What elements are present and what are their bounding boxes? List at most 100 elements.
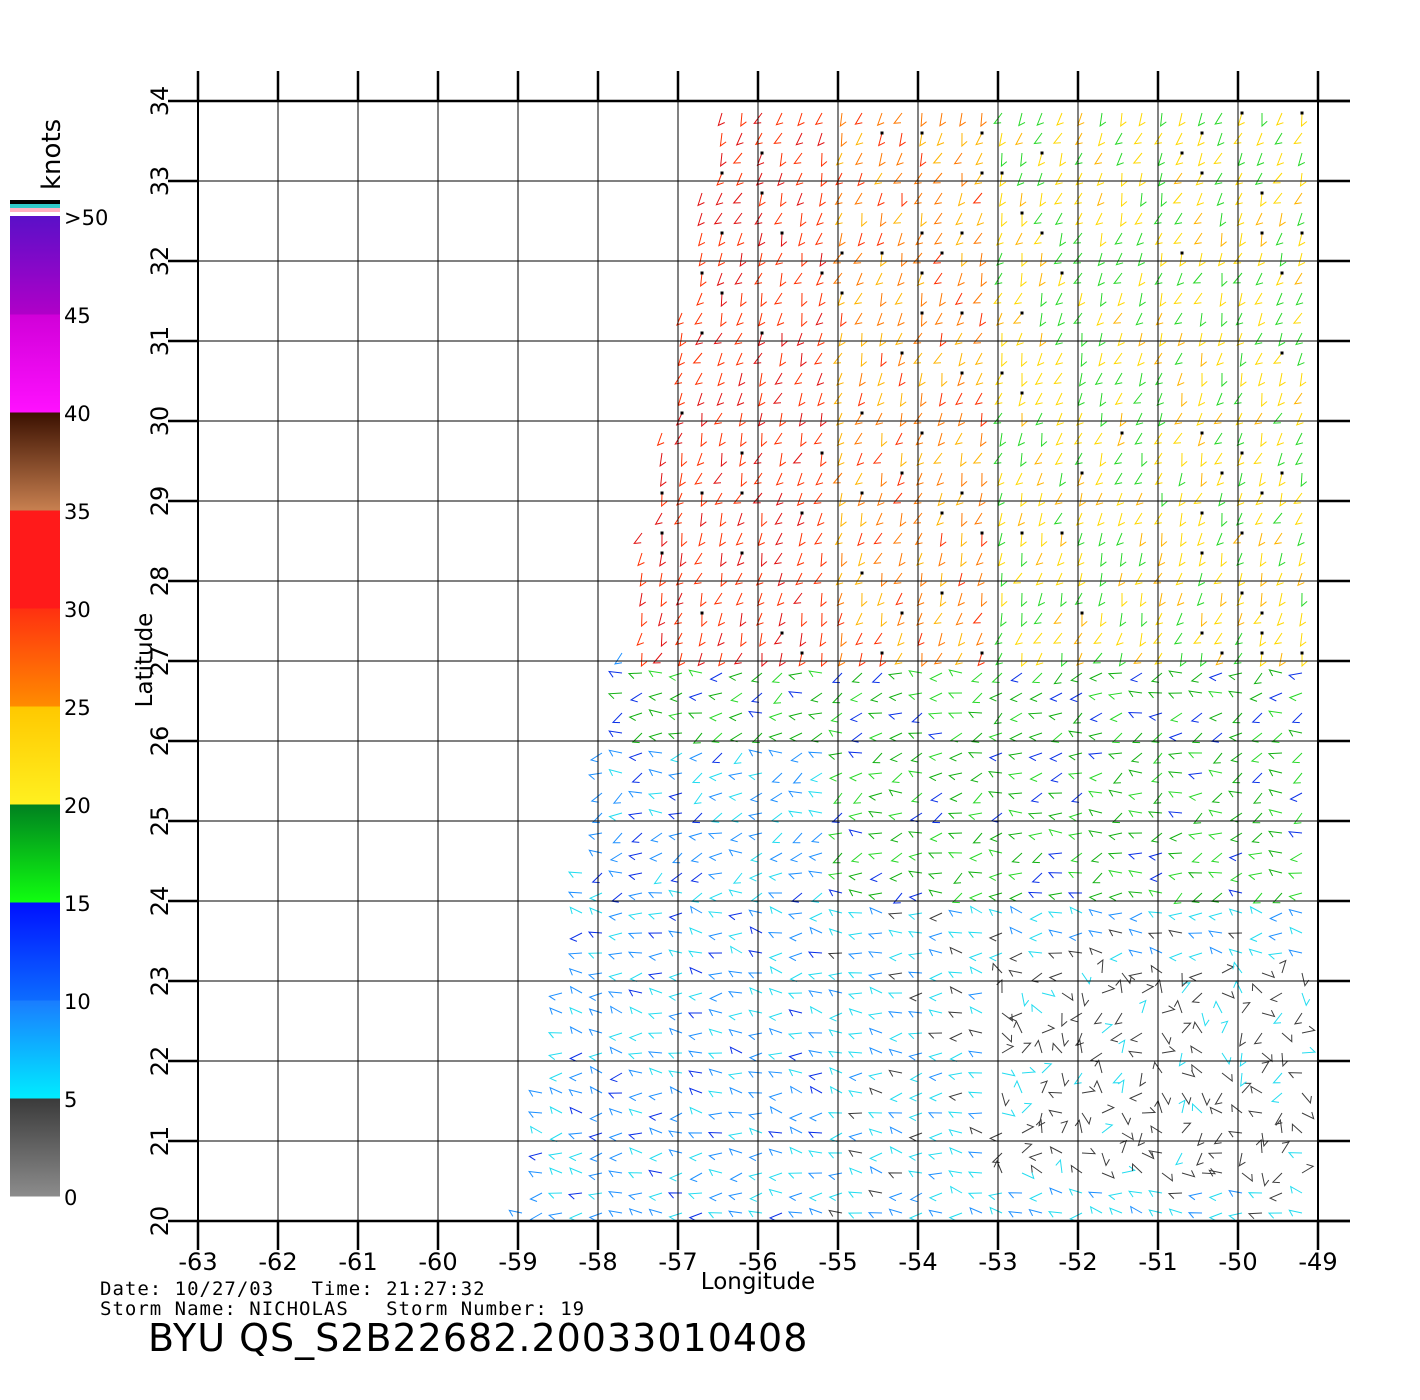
wind-barb (1154, 979, 1163, 994)
rain-flag (920, 271, 924, 275)
wind-barb (568, 1089, 583, 1097)
wind-barb (868, 1027, 883, 1036)
axis-ticks: -63 -62 -61 -60 -59 -58 -57 -56 -55 -54 -53 -52 -51-… (146, 71, 1350, 1276)
wind-barb (834, 192, 843, 206)
wind-barb (607, 1092, 623, 1099)
wind-barb (768, 872, 783, 881)
wind-barb (1235, 512, 1244, 526)
wind-barb (1297, 152, 1306, 167)
wind-barb (1114, 472, 1123, 485)
wind-barb (1228, 790, 1243, 798)
wind-barb (849, 712, 863, 723)
wind-barb (937, 432, 945, 447)
wind-barb (729, 1046, 743, 1055)
wind-barb (808, 1192, 823, 1202)
wind-barb (1035, 552, 1044, 566)
wind-barb (1133, 132, 1143, 145)
wind-barb (1054, 452, 1063, 466)
wind-barb (888, 952, 903, 962)
wind-barb (1081, 332, 1088, 348)
wind-barb (1148, 852, 1163, 861)
wind-barb (1049, 1146, 1063, 1154)
wind-barb (854, 472, 863, 486)
wind-barb (1069, 1012, 1083, 1023)
wind-barb (1268, 830, 1283, 838)
wind-barb (1259, 632, 1267, 647)
wind-barb (934, 312, 943, 326)
wind-barb (728, 772, 743, 781)
wind-barb (569, 1006, 583, 1015)
wind-barb (1139, 999, 1147, 1014)
wind-barb (1261, 1052, 1273, 1063)
wind-barb (948, 752, 963, 762)
wind-barb (868, 1189, 883, 1197)
wind-barb (887, 1112, 903, 1119)
wind-barb (757, 332, 766, 347)
wind-barb (1014, 132, 1023, 146)
wind-barb (1068, 950, 1083, 958)
wind-barb (1213, 152, 1223, 165)
wind-barb (1138, 112, 1146, 127)
wind-barb (777, 572, 785, 587)
rain-flag (1280, 351, 1284, 355)
wind-barb (1098, 592, 1106, 607)
wind-barb (697, 212, 705, 227)
wind-barb (808, 912, 823, 922)
wind-barb (1281, 1141, 1290, 1154)
wind-barb (954, 292, 963, 306)
wind-barb (1175, 132, 1184, 146)
wind-barb (1015, 232, 1023, 246)
wind-barb (989, 832, 1003, 842)
wind-barb (669, 692, 683, 702)
wind-barb (627, 951, 643, 959)
wind-barb (996, 252, 1004, 266)
wind-barb (788, 1068, 803, 1077)
wind-barb (888, 929, 903, 937)
wind-barb (876, 312, 885, 327)
wind-barb (954, 652, 963, 666)
wind-barb (668, 949, 683, 957)
wind-barb (1147, 911, 1163, 918)
wind-barb (908, 770, 923, 778)
wind-barb (587, 972, 603, 980)
wind-barb (907, 1032, 923, 1040)
wind-barb (1294, 452, 1303, 466)
wind-barb (1012, 572, 1023, 584)
wind-barb (988, 752, 1003, 762)
wind-barb (549, 1086, 563, 1095)
wind-barb (1268, 868, 1283, 877)
wind-barb (869, 1046, 883, 1055)
wind-barb (775, 112, 784, 126)
wind-barb (728, 1148, 743, 1156)
wind-barb (679, 552, 687, 567)
wind-barb (1294, 512, 1303, 526)
wind-barb (679, 332, 687, 347)
wind-barb (1028, 732, 1043, 742)
wind-barb (759, 632, 766, 647)
wind-barb (1178, 552, 1186, 567)
wind-barb (759, 372, 766, 387)
wind-barb (778, 612, 786, 627)
wind-barb (1041, 1062, 1053, 1074)
wind-barb (1027, 891, 1043, 899)
wind-barb (1021, 1102, 1033, 1114)
colorbar-segment (10, 510, 60, 609)
wind-barb (567, 871, 583, 878)
wind-barb (689, 1106, 703, 1115)
wind-barb (1138, 292, 1146, 307)
wind-barb (1234, 192, 1243, 206)
wind-barb (733, 212, 743, 225)
wind-barb (1277, 392, 1285, 407)
wind-barb (932, 352, 943, 364)
wind-barb (708, 772, 723, 782)
wind-barb (1221, 1052, 1232, 1066)
latitude-tick-label: 30 (146, 406, 174, 437)
wind-barb (901, 193, 908, 208)
wind-barb (1208, 769, 1223, 777)
wind-barb (1068, 730, 1083, 738)
wind-barb (668, 1212, 683, 1221)
wind-barb (1191, 992, 1203, 1003)
wind-barb (848, 772, 863, 782)
